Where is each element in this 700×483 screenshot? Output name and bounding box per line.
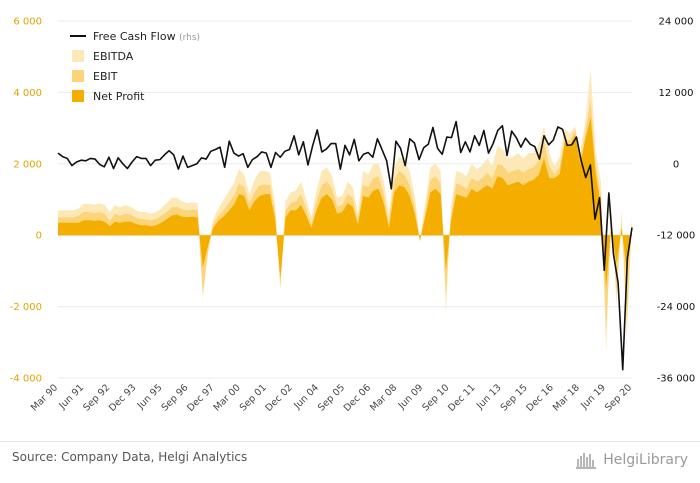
y-axis-right: 24 000 12 000 0 -12 000 -24 000 -36 000	[657, 17, 696, 385]
x-tick-label: Sep 92	[81, 382, 112, 413]
x-tick-label: Dec 97	[185, 382, 216, 413]
legend-label: EBIT	[93, 70, 118, 83]
line-free-cash-flow	[57, 120, 633, 371]
legend-axis-note: (rhs)	[179, 33, 200, 43]
source-note: Source: Company Data, Helgi Analytics	[12, 450, 248, 464]
y-right-tick-label: 24 000	[659, 17, 694, 28]
area-series-group	[58, 69, 632, 354]
x-tick-label: Sep 20	[603, 382, 634, 413]
y-left-tick-label: 4 000	[13, 88, 42, 99]
x-tick-label: Mar 00	[212, 382, 243, 413]
x-tick-label: Sep 10	[420, 382, 451, 413]
legend-label: Net Profit	[93, 90, 145, 103]
y-right-tick-label: 12 000	[659, 88, 694, 99]
y-right-tick-label: 0	[673, 159, 679, 170]
footer-divider	[0, 441, 700, 442]
x-tick-label: Mar 90	[29, 382, 60, 413]
legend-item-net-profit: Net Profit	[72, 90, 145, 103]
legend: Free Cash Flow (rhs) EBITDA EBIT Net Prof…	[70, 30, 200, 103]
x-tick-label: Mar 08	[368, 382, 399, 413]
x-tick-label: Sep 15	[499, 382, 530, 413]
legend-item-ebitda: EBITDA	[72, 50, 134, 63]
library-logo-icon	[576, 453, 597, 469]
y-right-tick-label: -36 000	[657, 374, 696, 385]
y-left-tick-label: -4 000	[10, 374, 42, 385]
x-tick-label: Sep 96	[159, 382, 190, 413]
brand-logo: HelgiLibrary	[576, 449, 688, 471]
y-left-tick-label: 6 000	[13, 17, 42, 28]
y-left-tick-label: -2 000	[10, 302, 42, 313]
legend-swatch	[72, 90, 84, 102]
x-tick-label: Dec 11	[446, 382, 477, 413]
x-tick-label: Dec 93	[107, 382, 138, 413]
legend-swatch	[72, 70, 84, 82]
chart-svg: 6 000 4 000 2 000 0 -2 000 -4 000 24 000 12 00…	[10, 17, 696, 414]
y-right-tick-label: -12 000	[657, 231, 696, 242]
area-net-profit	[58, 117, 632, 289]
x-tick-label: Dec 02	[263, 382, 294, 413]
legend-item-free-cash-flow: Free Cash Flow (rhs)	[70, 30, 200, 43]
y-right-tick-label: -24 000	[657, 302, 696, 313]
legend-swatch	[72, 50, 84, 62]
x-tick-label: Dec 06	[342, 382, 373, 413]
y-left-tick-label: 0	[36, 231, 42, 242]
line-series-group	[57, 120, 633, 371]
x-tick-label: Mar 18	[551, 382, 582, 413]
legend-label: Free Cash Flow (rhs)	[93, 30, 200, 43]
y-left-tick-label: 2 000	[13, 159, 42, 170]
x-tick-label: Sep 05	[316, 382, 347, 413]
brand-name: HelgiLibrary	[603, 452, 688, 468]
x-tick-label: Sep 01	[238, 382, 269, 413]
y-axis-left: 6 000 4 000 2 000 0 -2 000 -4 000	[10, 17, 42, 385]
legend-label: EBITDA	[93, 50, 134, 63]
legend-item-ebit: EBIT	[72, 70, 118, 83]
x-tick-label: Dec 16	[524, 382, 555, 413]
